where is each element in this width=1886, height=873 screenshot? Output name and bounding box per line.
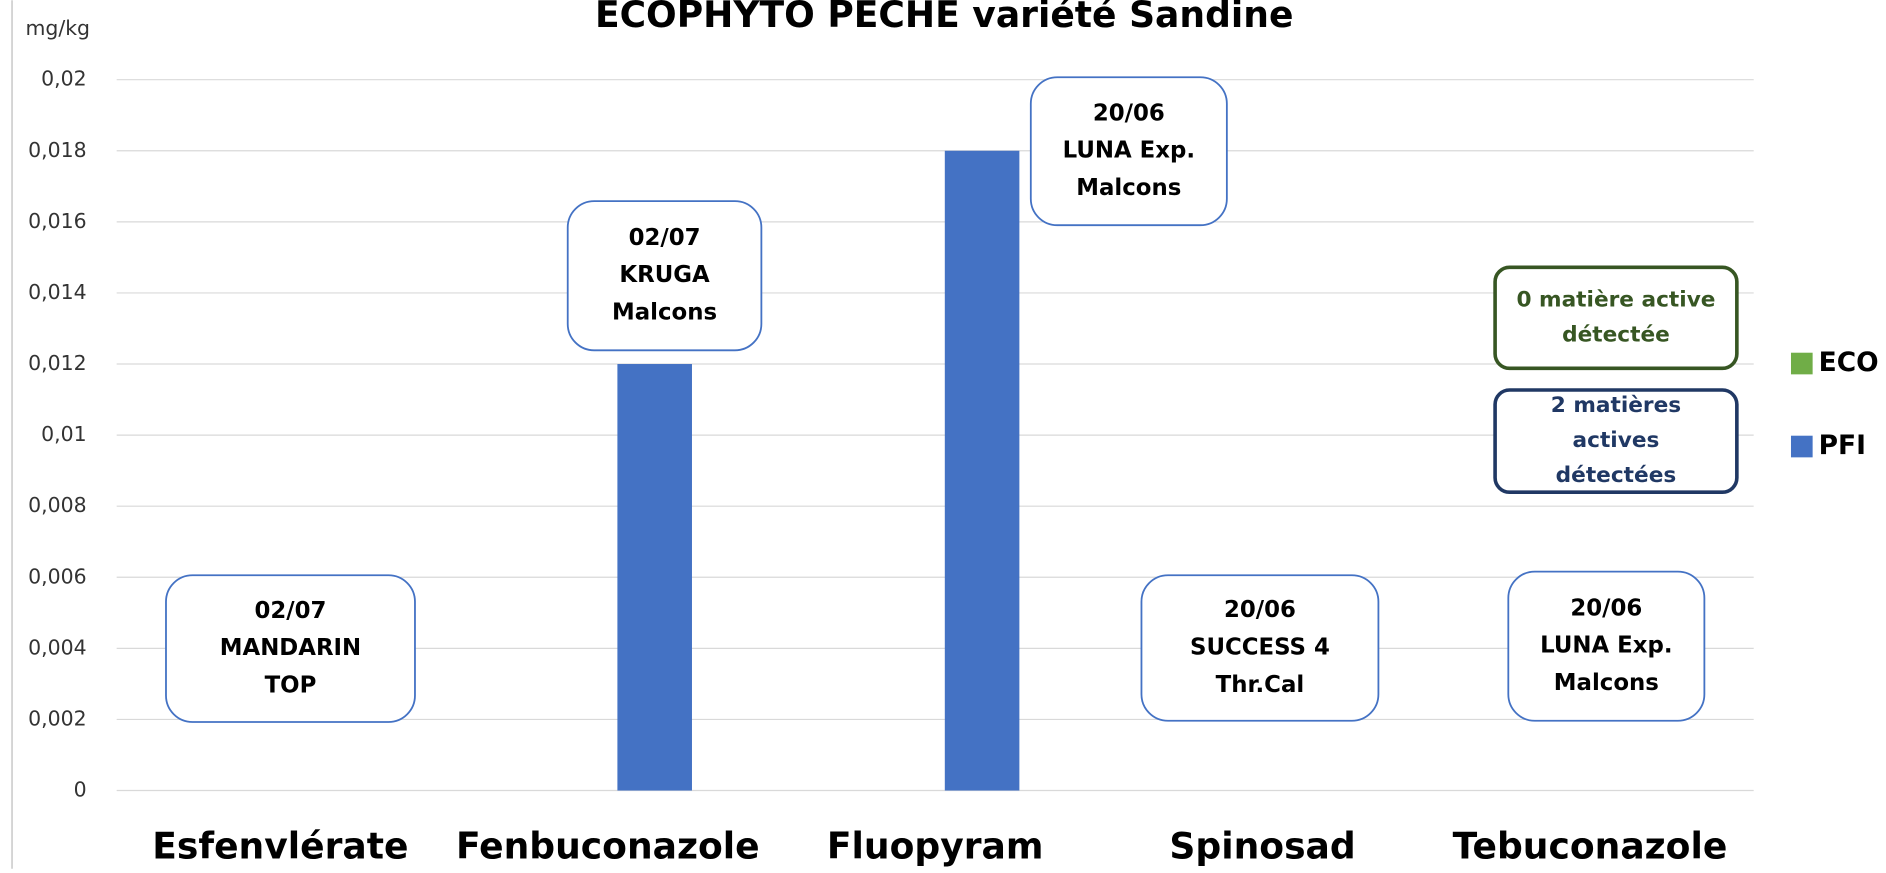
y-tick-label: 0,002 xyxy=(28,706,87,730)
annotation-text: 20/06 xyxy=(1570,595,1642,621)
annotation-box xyxy=(165,574,416,723)
y-tick-label: 0,008 xyxy=(28,493,87,517)
annotation-text: Thr.Cal xyxy=(1216,672,1305,698)
bar xyxy=(944,150,1020,791)
x-tick-label: Fluopyram xyxy=(827,825,1044,867)
annotation-text: 20/06 xyxy=(1224,597,1296,623)
annotation-box xyxy=(1507,570,1706,722)
note-text: détectées xyxy=(1556,463,1677,488)
note-text: 2 matières xyxy=(1551,393,1681,418)
annotation-text: 02/07 xyxy=(255,598,327,624)
y-tick-label: 0,018 xyxy=(28,138,87,162)
note-box xyxy=(1493,265,1739,371)
note-text: détectée xyxy=(1562,322,1670,347)
y-tick-label: 0,02 xyxy=(41,67,87,91)
bar xyxy=(617,364,692,791)
annotation-text: MANDARIN xyxy=(220,635,361,661)
legend-label: PFI xyxy=(1819,430,1866,461)
y-tick-label: 0,012 xyxy=(28,351,87,375)
x-tick-label: Tebuconazole xyxy=(1453,825,1728,867)
x-tick-label: Esfenvlérate xyxy=(152,825,408,867)
annotation-box xyxy=(1029,76,1228,227)
annotation-text: SUCCESS 4 xyxy=(1190,634,1330,660)
annotation-text: TOP xyxy=(265,672,317,698)
y-axis-label: mg/kg xyxy=(25,16,90,40)
annotation-text: Malcons xyxy=(612,300,717,326)
legend-label: ECO xyxy=(1819,347,1879,378)
note-text: 0 matière active xyxy=(1516,287,1715,312)
note-text: actives xyxy=(1573,428,1660,453)
y-tick-label: 0,016 xyxy=(28,209,87,233)
x-tick-label: Fenbuconazole xyxy=(456,825,760,867)
annotation-text: LUNA Exp. xyxy=(1540,633,1672,659)
annotation-box xyxy=(1140,574,1380,722)
legend-swatch xyxy=(1790,352,1813,375)
annotation-text: LUNA Exp. xyxy=(1063,138,1195,164)
annotation-box xyxy=(566,200,763,352)
note-box xyxy=(1493,388,1739,495)
y-tick-label: 0,014 xyxy=(28,280,87,304)
y-tick-label: 0,004 xyxy=(28,635,87,659)
annotation-text: 20/06 xyxy=(1093,100,1165,126)
chart-title: ECOPHYTO PECHE variété Sandine xyxy=(595,0,1294,36)
x-tick-label: Spinosad xyxy=(1169,825,1355,867)
y-tick-label: 0,01 xyxy=(41,422,87,446)
legend-swatch xyxy=(1790,435,1813,458)
y-tick-label: 0,006 xyxy=(28,564,87,588)
y-tick-label: 0 xyxy=(74,778,87,802)
annotation-text: Malcons xyxy=(1076,175,1181,201)
annotation-text: KRUGA xyxy=(619,262,710,288)
annotation-text: 02/07 xyxy=(629,225,701,251)
annotation-text: Malcons xyxy=(1554,670,1659,696)
